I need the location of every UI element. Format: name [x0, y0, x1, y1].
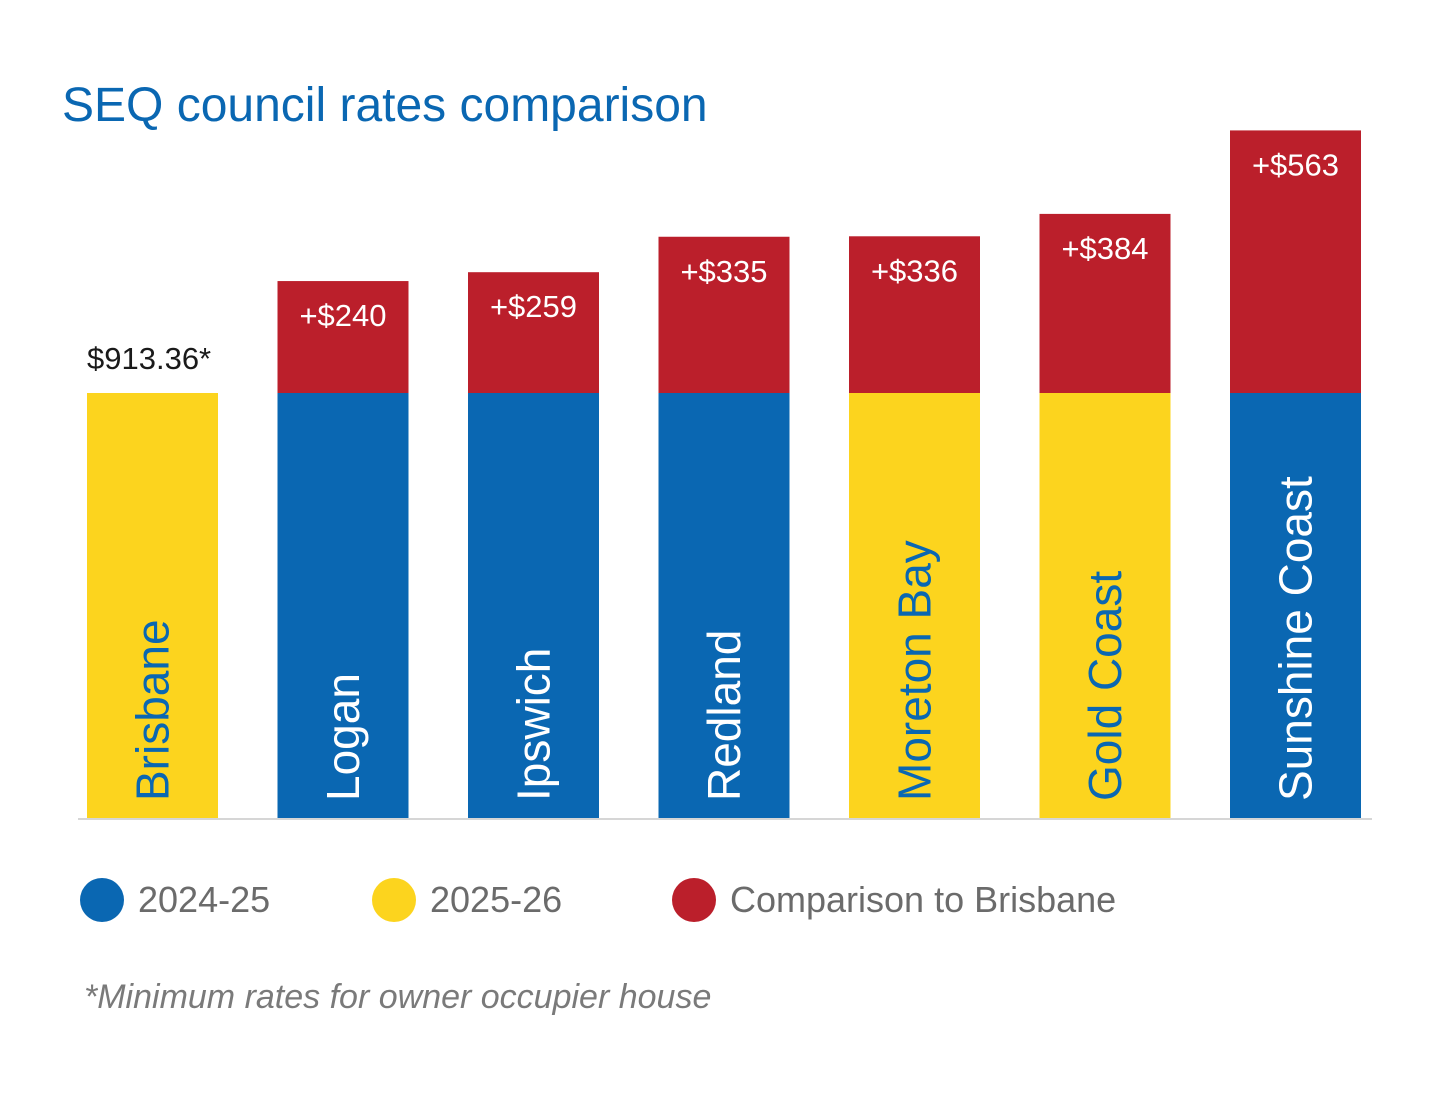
legend-swatch-2024-25 [80, 878, 124, 922]
bar-comparison-logan [277, 281, 409, 393]
data-label-logan: +$240 [299, 298, 386, 333]
data-label-gold-coast: +$384 [1061, 231, 1148, 266]
bar-base-redland [658, 393, 790, 819]
bar-base-gold-coast [1039, 393, 1171, 819]
data-label-brisbane: $913.36* [87, 341, 211, 376]
category-label-redland: Redland [698, 630, 750, 801]
bar-comparison-ipswich [468, 272, 599, 393]
category-label-sunshine-coast: Sunshine Coast [1270, 476, 1322, 801]
category-label-brisbane: Brisbane [127, 619, 179, 801]
bar-base-sunshine-coast [1230, 393, 1361, 819]
category-label-ipswich: Ipswich [508, 648, 560, 801]
bar-base-brisbane [87, 393, 218, 819]
legend-swatch-2025-26 [372, 878, 416, 922]
legend-item-comparison: Comparison to Brisbane [672, 872, 1116, 928]
data-label-ipswich: +$259 [490, 289, 577, 324]
bar-comparison-redland [658, 236, 790, 393]
data-label-moreton-bay: +$336 [871, 253, 958, 288]
legend-item-2025-26: 2025-26 [372, 872, 562, 928]
chart-legend: 2024-25 2025-26 Comparison to Brisbane [80, 872, 1280, 928]
category-label-moreton-bay: Moreton Bay [889, 540, 941, 801]
bar-base-ipswich [468, 393, 599, 819]
category-label-gold-coast: Gold Coast [1079, 571, 1131, 801]
legend-item-2024-25: 2024-25 [80, 872, 270, 928]
footnote: *Minimum rates for owner occupier house [84, 978, 712, 1016]
chart-title: SEQ council rates comparison [62, 79, 708, 132]
category-label-logan: Logan [317, 673, 369, 801]
bar-comparison-sunshine-coast [1230, 130, 1361, 393]
legend-label-2024-25: 2024-25 [138, 879, 271, 920]
bar-base-moreton-bay [849, 393, 980, 819]
bar-comparison-moreton-bay [849, 236, 980, 393]
legend-label-2025-26: 2025-26 [430, 879, 563, 920]
data-label-redland: +$335 [680, 254, 767, 289]
bar-comparison-gold-coast [1039, 213, 1171, 393]
bar-base-logan [277, 393, 409, 819]
data-label-sunshine-coast: +$563 [1252, 147, 1339, 182]
legend-label-comparison: Comparison to Brisbane [730, 879, 1117, 920]
legend-swatch-comparison [672, 878, 716, 922]
